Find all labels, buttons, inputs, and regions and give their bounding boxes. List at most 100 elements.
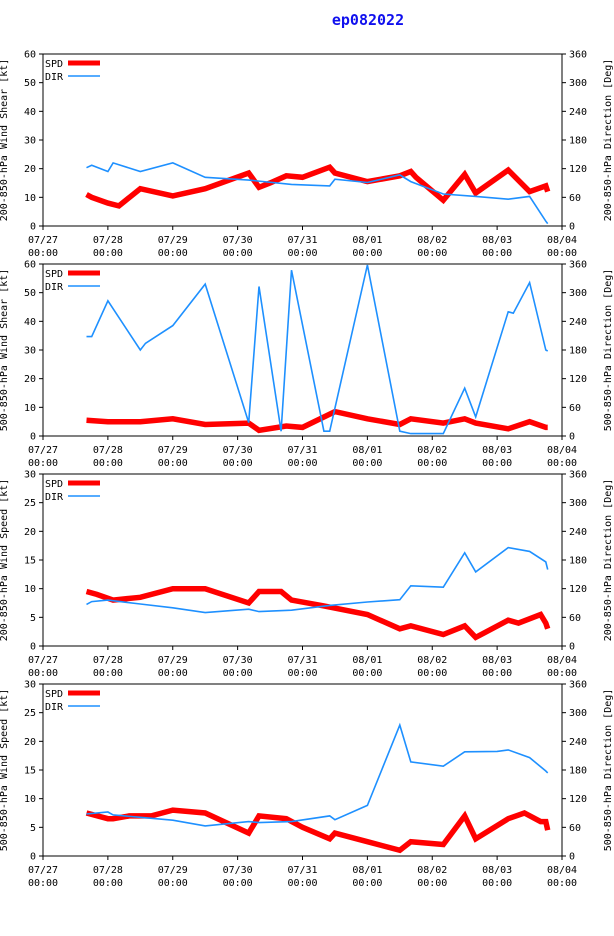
panel-3-right-tick-label: 240 [569,527,587,538]
panel-1-x-tick-time: 00:00 [352,248,382,259]
panel-4-right-tick-label: 180 [569,766,587,777]
panel-1-dir-line [86,161,549,225]
panel-4-left-tick-label: 0 [30,852,36,863]
panel-4-left-tick-label: 15 [24,766,36,777]
panel-4-x-tick-time: 00:00 [93,878,123,889]
panel-2-left-tick-label: 40 [24,317,36,328]
panel-4-right-tick-label: 60 [569,823,581,834]
panel-2-right-tick-label: 300 [569,288,587,299]
panel-1-legend-spd-label: SPD [45,59,63,70]
panel-2-x-tick-date: 08/04 [547,445,577,456]
panel-4-x-tick-date: 08/02 [417,865,447,876]
panel-1-right-tick-label: 120 [569,164,587,175]
panel-2-x-tick-time: 00:00 [93,458,123,469]
panel-1-x-tick-date: 08/03 [482,235,512,246]
panel-1-x-tick-time: 00:00 [482,248,512,259]
panel-4-x-tick-time: 00:00 [482,878,512,889]
panel-1-left-axis-label: 200-850-hPa Wind Shear [kt] [0,59,10,222]
panel-1-x-tick-date: 07/28 [93,235,123,246]
panel-2-right-tick-label: 60 [569,403,581,414]
panel-3-x-tick-time: 00:00 [547,668,577,679]
panel-4-x-tick-date: 08/04 [547,865,577,876]
panel-2-x-tick-time: 00:00 [417,458,447,469]
panel-1-plot-frame [42,53,563,227]
panel-2-left-tick-label: 10 [24,403,36,414]
panel-3-x-tick-time: 00:00 [352,668,382,679]
panel-4-x-tick-date: 08/01 [352,865,382,876]
panel-3-legend-dir-label: DIR [45,492,64,503]
panel-2-right-axis-label: 500-850-hPa Direction [Deg] [603,269,614,432]
panel-3-x-tick-time: 00:00 [93,668,123,679]
panel-3-right-tick-label: 0 [569,642,575,653]
panel-2-x-tick-time: 00:00 [158,458,188,469]
panel-4-x-tick-time: 00:00 [28,878,58,889]
panel-2-x-tick-time: 00:00 [352,458,382,469]
panel-1-x-tick-date: 08/04 [547,235,577,246]
panel-2-plot-frame [42,263,563,437]
panel-1-x-tick-time: 00:00 [287,248,317,259]
panel-1-right-axis-label: 200-850-hPa Direction [Deg] [603,59,614,222]
panel-2-x-tick-time: 00:00 [223,458,253,469]
panel-4-right-tick-label: 0 [569,852,575,863]
panel-1-spd-line [85,163,551,209]
panel-4-x-tick-date: 07/27 [28,865,58,876]
panel-4-right-tick-label: 240 [569,737,587,748]
panel-3-x-tick-date: 08/03 [482,655,512,666]
panel-4-left-tick-label: 5 [30,823,36,834]
panel-4-x-tick-time: 00:00 [287,878,317,889]
panel-2-right-tick-label: 0 [569,432,575,443]
panel-4-legend-dir-label: DIR [45,702,64,713]
panel-1-left-tick-label: 50 [24,78,36,89]
panel-1-x-tick-date: 07/27 [28,235,58,246]
panel-3-x-tick-date: 07/27 [28,655,58,666]
panel-2-x-tick-date: 08/01 [352,445,382,456]
panel-2-left-tick-label: 50 [24,288,36,299]
panel-3-x-tick-time: 00:00 [287,668,317,679]
panel-1-right-tick-label: 0 [569,222,575,233]
panel-2-x-tick-time: 00:00 [547,458,577,469]
panel-2-left-tick-label: 20 [24,374,36,385]
panel-4-x-tick-time: 00:00 [223,878,253,889]
panel-2-right-tick-label: 180 [569,346,587,357]
panel-4-left-axis-label: 500-850-hPa Wind Speed [kt] [0,689,10,852]
panel-1-x-tick-time: 00:00 [547,248,577,259]
panel-3-x-tick-date: 08/01 [352,655,382,666]
panel-3-right-tick-label: 180 [569,556,587,567]
panel-2-left-tick-label: 30 [24,346,36,357]
panel-2-right-tick-label: 120 [569,374,587,385]
panel-4-dir-line [86,722,549,827]
panel-1-left-tick-label: 60 [24,50,36,61]
panel-1-x-tick-date: 07/31 [287,235,317,246]
panel-4-legend-spd-label: SPD [45,689,63,700]
panel-1-x-tick-date: 08/02 [417,235,447,246]
panel-3-left-axis-label: 200-850-hPa Wind Speed [kt] [0,479,10,642]
panel-3-x-tick-date: 08/04 [547,655,577,666]
panel-2-x-tick-date: 08/02 [417,445,447,456]
panel-4-spd-line [85,807,551,854]
panel-1-left-tick-label: 0 [30,222,36,233]
panel-1-right-tick-label: 180 [569,136,587,147]
panel-3-left-tick-label: 0 [30,642,36,653]
panel-1-x-tick-date: 08/01 [352,235,382,246]
panel-3-x-tick-time: 00:00 [482,668,512,679]
panel-2-right-tick-label: 360 [569,260,587,271]
panel-4-x-tick-date: 07/28 [93,865,123,876]
panel-3-x-tick-date: 07/31 [287,655,317,666]
panel-2-x-tick-date: 07/29 [158,445,188,456]
panel-1-right-tick-label: 360 [569,50,587,61]
panel-4-right-tick-label: 360 [569,680,587,691]
panel-3-legend-spd-label: SPD [45,479,63,490]
panel-4-right-tick-label: 120 [569,794,587,805]
panel-3-x-tick-date: 07/29 [158,655,188,666]
panel-3-x-tick-date: 07/28 [93,655,123,666]
panel-2-x-tick-time: 00:00 [287,458,317,469]
panel-1-right-tick-label: 60 [569,193,581,204]
panel-3-x-tick-date: 07/30 [223,655,253,666]
panel-4-x-tick-date: 07/30 [223,865,253,876]
panel-3-left-tick-label: 30 [24,470,36,481]
panel-3-right-tick-label: 360 [569,470,587,481]
panel-4-x-tick-date: 07/29 [158,865,188,876]
panel-2-spd-line [86,408,548,434]
panel-3-right-tick-label: 300 [569,498,587,509]
